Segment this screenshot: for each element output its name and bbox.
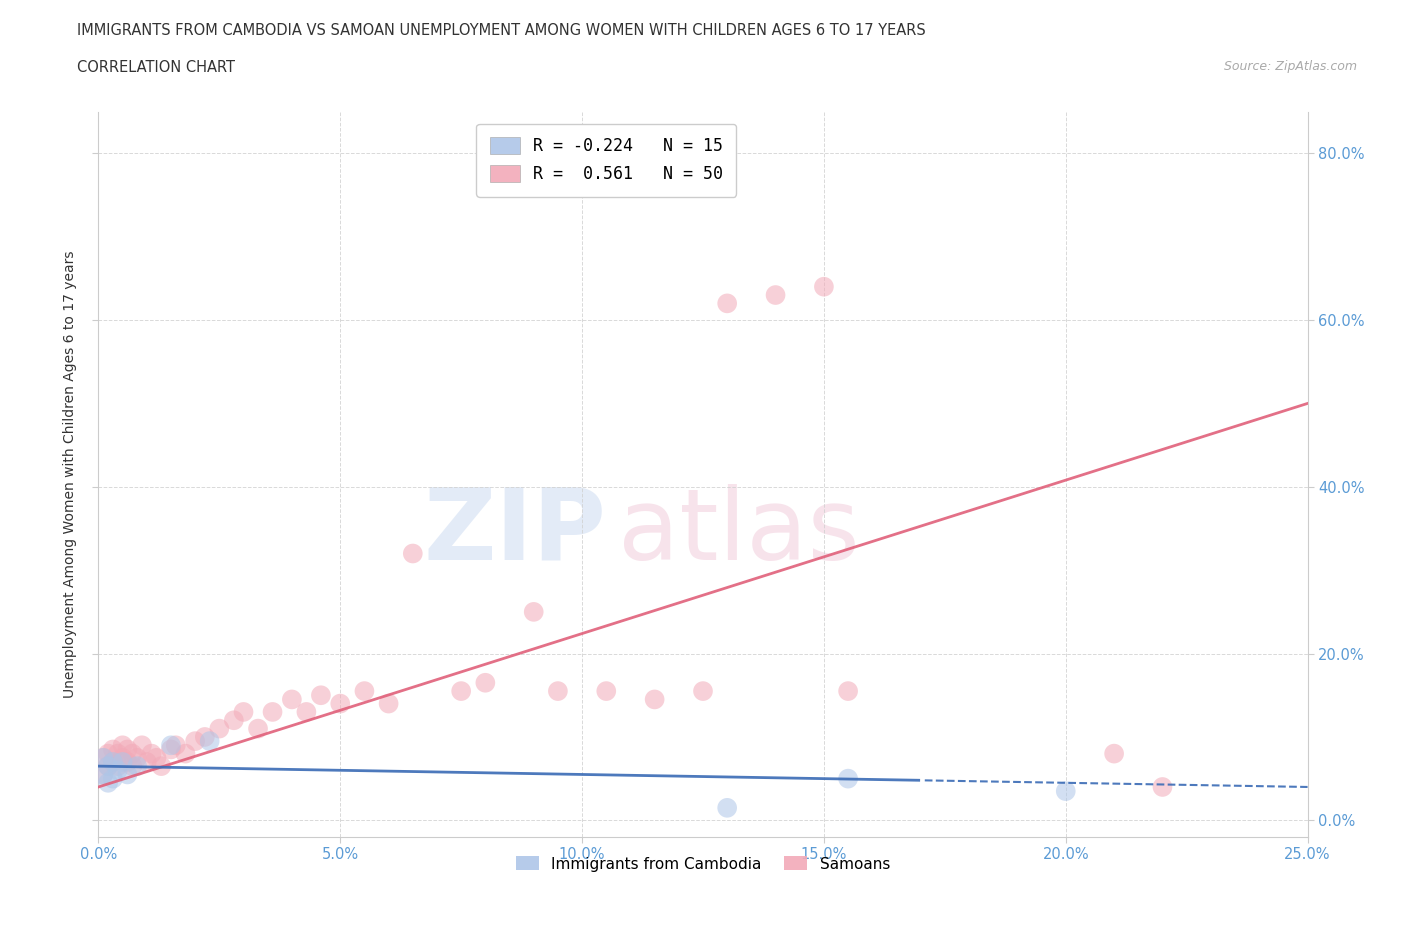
Text: ZIP: ZIP <box>423 484 606 581</box>
Point <box>97 746 120 761</box>
Point <box>135 754 157 769</box>
Point <box>692 684 714 698</box>
Point <box>295 705 318 720</box>
Point <box>127 759 149 774</box>
Point <box>402 546 425 561</box>
Point <box>716 296 738 311</box>
Point <box>145 751 167 765</box>
Point <box>765 287 787 302</box>
Point <box>107 759 129 774</box>
Point <box>222 712 245 727</box>
Point <box>165 737 187 752</box>
Point <box>198 734 221 749</box>
Y-axis label: Unemployment Among Women with Children Ages 6 to 17 years: Unemployment Among Women with Children A… <box>63 250 77 698</box>
Point <box>232 705 254 720</box>
Point <box>111 754 134 769</box>
Point <box>329 697 352 711</box>
Point <box>523 604 546 619</box>
Point <box>813 279 835 294</box>
Point <box>97 759 120 774</box>
Point <box>160 737 183 752</box>
Point <box>117 742 139 757</box>
Point <box>111 737 134 752</box>
Point <box>107 746 129 761</box>
Point <box>91 767 114 782</box>
Point <box>353 684 375 698</box>
Point <box>91 751 114 765</box>
Point <box>184 734 207 749</box>
Point <box>208 721 231 736</box>
Point <box>1102 746 1125 761</box>
Point <box>101 754 124 769</box>
Point <box>101 771 124 786</box>
Point <box>262 705 284 720</box>
Text: IMMIGRANTS FROM CAMBODIA VS SAMOAN UNEMPLOYMENT AMONG WOMEN WITH CHILDREN AGES 6: IMMIGRANTS FROM CAMBODIA VS SAMOAN UNEMP… <box>77 23 927 38</box>
Point <box>121 746 143 761</box>
Point <box>1152 779 1174 794</box>
Text: atlas: atlas <box>619 484 860 581</box>
Point <box>247 721 270 736</box>
Point <box>377 697 399 711</box>
Point <box>160 742 183 757</box>
Point <box>150 759 173 774</box>
Point <box>716 801 738 816</box>
Point <box>101 742 124 757</box>
Point <box>194 729 217 744</box>
Point <box>141 746 163 761</box>
Point <box>111 751 134 765</box>
Point <box>547 684 569 698</box>
Point <box>1054 784 1077 799</box>
Text: CORRELATION CHART: CORRELATION CHART <box>77 60 235 75</box>
Point <box>474 675 496 690</box>
Point <box>644 692 666 707</box>
Point <box>595 684 617 698</box>
Point <box>91 767 114 782</box>
Point <box>91 751 114 765</box>
Point <box>117 754 139 769</box>
Point <box>174 746 197 761</box>
Point <box>97 759 120 774</box>
Point <box>131 737 153 752</box>
Point <box>127 751 149 765</box>
Legend: Immigrants from Cambodia, Samoans: Immigrants from Cambodia, Samoans <box>503 844 903 884</box>
Point <box>101 754 124 769</box>
Point <box>97 776 120 790</box>
Text: Source: ZipAtlas.com: Source: ZipAtlas.com <box>1223 60 1357 73</box>
Point <box>450 684 472 698</box>
Point <box>117 767 139 782</box>
Point <box>837 771 859 786</box>
Point <box>281 692 304 707</box>
Point <box>121 759 143 774</box>
Point <box>309 688 332 703</box>
Point <box>107 763 129 777</box>
Point <box>837 684 859 698</box>
